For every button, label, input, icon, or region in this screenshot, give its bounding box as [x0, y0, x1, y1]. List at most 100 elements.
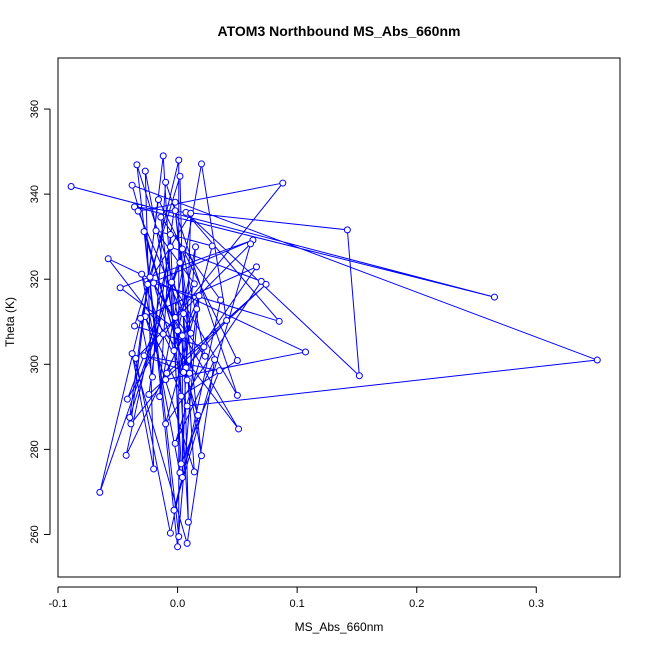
data-point: [195, 292, 203, 300]
data-point: [176, 259, 184, 267]
x-tick-label: -0.1: [49, 598, 68, 610]
data-point: [176, 172, 184, 180]
x-tick-label: 0.2: [409, 598, 424, 610]
y-tick-label: 300: [29, 355, 41, 373]
data-point: [166, 529, 174, 537]
series-layer: [67, 152, 601, 551]
data-point: [159, 152, 167, 160]
data-point: [302, 348, 310, 356]
data-point: [96, 488, 104, 496]
data-point: [200, 343, 208, 351]
data-point: [140, 228, 148, 236]
y-tick-label: 360: [29, 100, 41, 118]
data-point: [178, 245, 186, 253]
data-point: [183, 376, 191, 384]
data-point: [233, 356, 241, 364]
data-point: [166, 231, 174, 239]
axes-layer: -0.1 0.0 0.1 0.2 0.3 260 280 300 320 340 360: [29, 100, 544, 610]
data-point: [171, 198, 179, 206]
data-point: [116, 284, 124, 292]
chart-title: ATOM3 Northbound MS_Abs_660nm: [218, 23, 461, 39]
data-point: [174, 327, 182, 335]
data-point: [343, 226, 351, 234]
data-point: [168, 278, 176, 286]
y-tick-label: 320: [29, 270, 41, 288]
data-point: [128, 350, 136, 358]
y-tick-label: 280: [29, 440, 41, 458]
data-point: [252, 263, 260, 271]
data-point: [197, 160, 205, 168]
y-tick-label: 340: [29, 185, 41, 203]
data-point: [183, 539, 191, 547]
data-point: [235, 425, 243, 433]
data-point: [145, 391, 153, 398]
data-point: [140, 352, 148, 360]
data-point: [279, 179, 287, 187]
data-point: [171, 207, 179, 215]
data-point: [355, 372, 363, 380]
data-point: [127, 420, 135, 428]
data-point: [162, 376, 170, 384]
data-point: [208, 242, 216, 250]
data-point: [134, 207, 142, 215]
data-point: [180, 368, 188, 376]
data-point: [128, 181, 136, 189]
data-point: [223, 316, 231, 324]
plot-frame: [57, 57, 621, 578]
data-point: [137, 314, 145, 322]
data-point: [190, 280, 198, 288]
data-point: [123, 395, 131, 403]
data-point: [131, 322, 139, 330]
data-point: [194, 411, 202, 419]
data-point: [178, 473, 186, 481]
data-point: [138, 270, 146, 278]
data-point: [157, 213, 165, 221]
data-point: [275, 317, 283, 325]
data-point: [166, 243, 174, 251]
data-point: [162, 178, 170, 186]
data-point: [175, 156, 183, 164]
data-point: [247, 240, 255, 248]
data-point: [193, 305, 201, 313]
data-point: [215, 367, 223, 375]
data-point: [197, 452, 205, 460]
data-point: [262, 280, 270, 288]
data-point: [177, 392, 185, 400]
data-point: [190, 468, 198, 476]
data-point: [192, 243, 200, 251]
series-line: [71, 155, 598, 547]
data-point: [154, 196, 162, 204]
data-point: [144, 280, 152, 288]
x-axis-label: MS_Abs_660nm: [295, 620, 384, 634]
data-point: [593, 356, 601, 364]
data-point: [122, 451, 130, 459]
y-tick-label: 260: [29, 525, 41, 543]
data-point: [171, 314, 179, 321]
data-point: [217, 296, 225, 304]
data-point: [184, 518, 192, 526]
data-point: [156, 393, 164, 401]
data-point: [187, 209, 195, 217]
data-point: [152, 227, 160, 235]
data-point: [141, 167, 149, 175]
data-point: [178, 332, 186, 340]
data-point: [170, 347, 178, 355]
data-point: [233, 391, 241, 399]
data-point: [183, 402, 191, 410]
data-point: [162, 420, 170, 428]
x-tick-label: 0.3: [529, 598, 544, 610]
data-point: [174, 543, 182, 551]
x-tick-label: 0.1: [290, 598, 305, 610]
data-point: [171, 439, 179, 447]
data-point: [126, 413, 134, 421]
data-point: [104, 255, 112, 263]
data-point: [186, 369, 194, 377]
data-point: [150, 279, 158, 287]
data-point: [133, 161, 141, 169]
data-point: [159, 330, 167, 338]
data-point: [148, 373, 156, 381]
data-point: [177, 460, 185, 468]
data-point: [187, 329, 195, 337]
